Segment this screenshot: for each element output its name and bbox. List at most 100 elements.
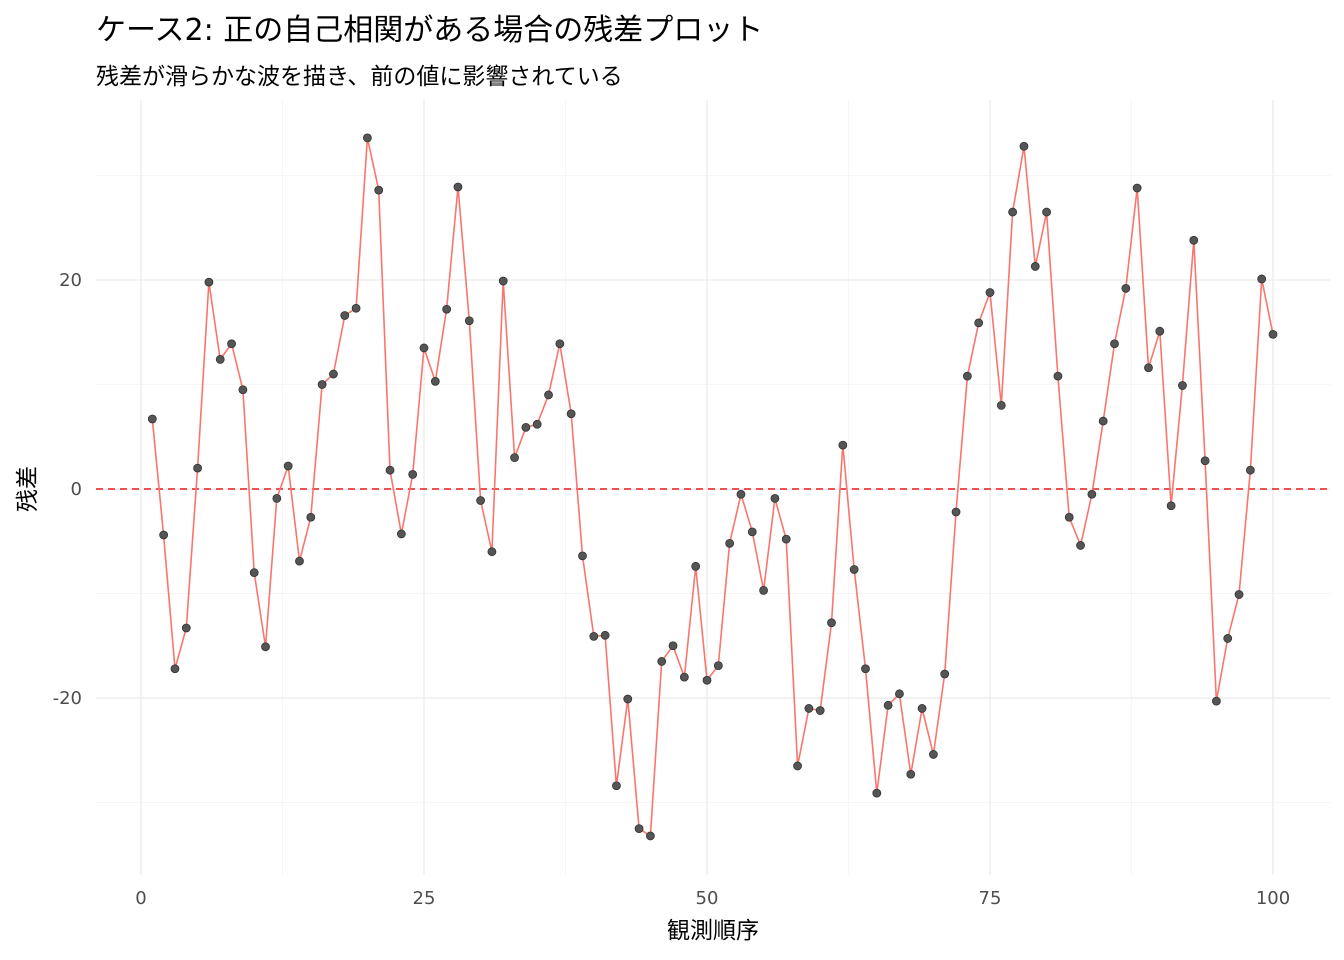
data-point	[227, 339, 236, 349]
data-point	[544, 390, 553, 400]
data-point	[759, 585, 768, 595]
data-point	[498, 276, 508, 286]
data-point	[351, 303, 361, 313]
data-point	[849, 565, 859, 574]
data-point	[193, 463, 203, 473]
data-point	[374, 185, 384, 195]
data-point	[962, 371, 972, 381]
data-point	[838, 440, 848, 450]
data-point	[804, 704, 814, 713]
data-point	[1087, 489, 1097, 499]
y-axis-ticks: -20 0 20	[53, 270, 82, 709]
data-point	[147, 414, 157, 424]
data-point	[815, 706, 825, 715]
data-point	[1268, 329, 1278, 339]
data-point	[181, 623, 191, 633]
data-point	[396, 529, 406, 539]
data-points	[147, 133, 1278, 841]
data-point	[238, 385, 248, 395]
data-point	[1257, 274, 1267, 284]
data-point	[1132, 183, 1142, 193]
x-axis-ticks: 0 25 50 75 100	[135, 888, 1290, 909]
data-point	[736, 489, 746, 499]
x-tick-label: 0	[135, 888, 146, 909]
data-point	[1189, 235, 1199, 245]
data-point	[646, 831, 655, 841]
data-point	[1178, 381, 1187, 390]
data-point	[895, 689, 904, 699]
data-point	[929, 750, 938, 759]
data-point	[702, 675, 712, 685]
data-point	[940, 669, 950, 679]
data-point	[317, 380, 327, 389]
data-point	[521, 422, 531, 432]
data-point	[747, 527, 757, 537]
data-point	[295, 556, 304, 566]
data-point	[668, 641, 678, 651]
data-point	[679, 672, 689, 682]
data-point	[657, 657, 667, 666]
data-point	[985, 288, 995, 297]
data-point	[566, 409, 576, 419]
data-point	[204, 277, 214, 287]
series-line	[151, 137, 1274, 837]
data-point	[170, 664, 180, 674]
data-point	[555, 339, 565, 349]
data-point	[974, 318, 984, 328]
data-point	[1200, 456, 1210, 466]
x-tick-label: 25	[413, 888, 436, 909]
data-point	[872, 788, 882, 798]
data-point	[487, 547, 497, 557]
data-point	[861, 664, 870, 674]
x-tick-label: 75	[979, 888, 1002, 909]
chart-title: ケース2: 正の自己相関がある場合の残差プロット	[96, 13, 763, 48]
data-point	[1008, 207, 1018, 217]
y-axis-title: 残差	[15, 466, 41, 512]
data-point	[623, 694, 633, 704]
data-point	[419, 343, 429, 353]
data-point	[272, 494, 282, 503]
y-tick-label: -20	[53, 688, 82, 709]
chart-subtitle: 残差が滑らかな波を描き、前の値に影響されている	[96, 64, 623, 90]
data-point	[1155, 326, 1165, 336]
data-point	[340, 311, 350, 320]
data-point	[408, 469, 418, 479]
data-point	[781, 534, 791, 544]
data-point	[362, 133, 372, 143]
data-point	[306, 512, 316, 522]
data-point	[510, 453, 519, 463]
data-point	[329, 369, 338, 379]
data-point	[261, 642, 270, 652]
data-point	[1212, 696, 1221, 706]
y-tick-label: 0	[71, 479, 82, 500]
data-point	[1245, 465, 1255, 475]
grid	[96, 100, 1330, 875]
data-point	[1110, 339, 1119, 349]
data-point	[476, 496, 486, 505]
y-tick-label: 20	[59, 270, 82, 291]
x-tick-label: 50	[696, 888, 719, 909]
data-point	[1223, 634, 1233, 643]
data-point	[906, 769, 916, 779]
data-point	[1144, 363, 1153, 373]
data-point	[1042, 207, 1051, 217]
data-point	[532, 419, 542, 429]
data-point	[1098, 416, 1108, 426]
data-point	[793, 761, 802, 771]
data-point	[1064, 512, 1074, 522]
data-point	[691, 561, 701, 571]
x-tick-label: 100	[1256, 888, 1290, 909]
data-point	[589, 631, 599, 641]
data-point	[600, 630, 610, 640]
data-point	[578, 551, 587, 561]
data-point	[951, 507, 961, 517]
data-point	[464, 316, 474, 326]
data-point	[453, 182, 463, 192]
data-point	[634, 824, 644, 834]
data-point	[827, 618, 836, 628]
data-point	[1234, 590, 1244, 599]
x-axis-title: 観測順序	[667, 918, 759, 944]
data-point	[1019, 141, 1029, 151]
data-point	[442, 304, 452, 314]
